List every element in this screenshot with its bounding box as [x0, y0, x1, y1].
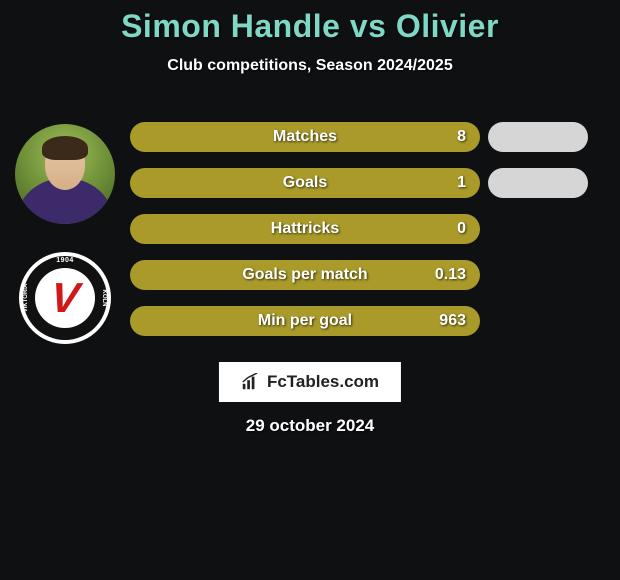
brand-label: FcTables.com [267, 372, 379, 392]
metric-value: 1 [457, 174, 466, 192]
left-column: 1904 VIKTORIA KÖLN V [0, 110, 130, 344]
metric-value: 963 [439, 312, 466, 330]
metric-value: 0.13 [435, 266, 466, 284]
avatar-hair [42, 136, 88, 160]
metric-bar-hattricks: Hattricks 0 [130, 214, 480, 244]
club-badge-inner: V [35, 268, 95, 328]
metric-bar-goals-per-match: Goals per match 0.13 [130, 260, 480, 290]
club-letter: V [49, 277, 81, 319]
content-row: 1904 VIKTORIA KÖLN V Matches 8 Goals 1 H… [0, 110, 620, 352]
comparison-card: Simon Handle vs Olivier Club competition… [0, 0, 620, 580]
metric-label: Goals per match [242, 266, 367, 284]
date-line: 29 october 2024 [0, 416, 620, 436]
right-column [480, 110, 620, 352]
metric-bar-min-per-goal: Min per goal 963 [130, 306, 480, 336]
metric-bar-matches: Matches 8 [130, 122, 480, 152]
metric-label: Matches [273, 128, 337, 146]
metric-value: 8 [457, 128, 466, 146]
club-name-left: VIKTORIA [23, 284, 29, 313]
metric-value: 0 [457, 220, 466, 238]
bars-column: Matches 8 Goals 1 Hattricks 0 Goals per … [130, 110, 480, 352]
player2-pill-matches [488, 122, 588, 152]
page-title: Simon Handle vs Olivier [0, 0, 620, 45]
brand-chart-icon [241, 373, 259, 391]
club-badge: 1904 VIKTORIA KÖLN V [19, 252, 111, 344]
metric-label: Min per goal [258, 312, 352, 330]
brand-box: FcTables.com [219, 362, 401, 402]
metric-bar-goals: Goals 1 [130, 168, 480, 198]
metric-label: Hattricks [271, 220, 339, 238]
club-name-right: KÖLN [101, 290, 107, 307]
page-subtitle: Club competitions, Season 2024/2025 [0, 57, 620, 75]
club-year: 1904 [56, 257, 74, 264]
metric-label: Goals [283, 174, 327, 192]
player1-avatar [15, 124, 115, 224]
player2-pill-goals [488, 168, 588, 198]
